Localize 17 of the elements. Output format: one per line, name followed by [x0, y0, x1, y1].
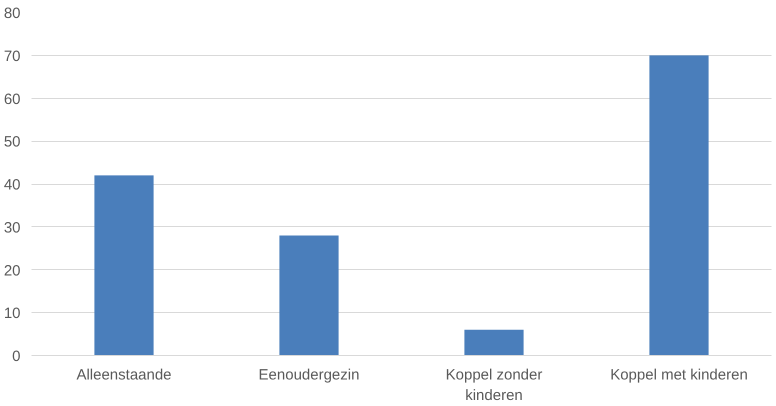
y-tick-label: 10	[4, 305, 21, 322]
y-tick-label: 70	[4, 48, 21, 65]
bar	[279, 235, 339, 356]
y-tick-label: 50	[4, 134, 21, 151]
y-tick-label: 40	[4, 176, 21, 194]
y-tick-label: 80	[4, 5, 21, 22]
y-tick-label: 0	[12, 348, 20, 365]
x-tick-label: Koppel zonder kinderen	[446, 366, 542, 404]
bar	[649, 55, 709, 356]
x-tick-label: Alleenstaande	[76, 366, 172, 384]
y-tick-label: 30	[4, 219, 21, 236]
x-tick-label: Eenoudergezin	[258, 366, 360, 384]
bar	[94, 175, 154, 356]
y-tick-label: 60	[4, 90, 21, 108]
y-tick-label: 20	[4, 262, 21, 280]
x-tick-label: Koppel met kinderen	[610, 366, 748, 384]
bar	[464, 330, 524, 356]
